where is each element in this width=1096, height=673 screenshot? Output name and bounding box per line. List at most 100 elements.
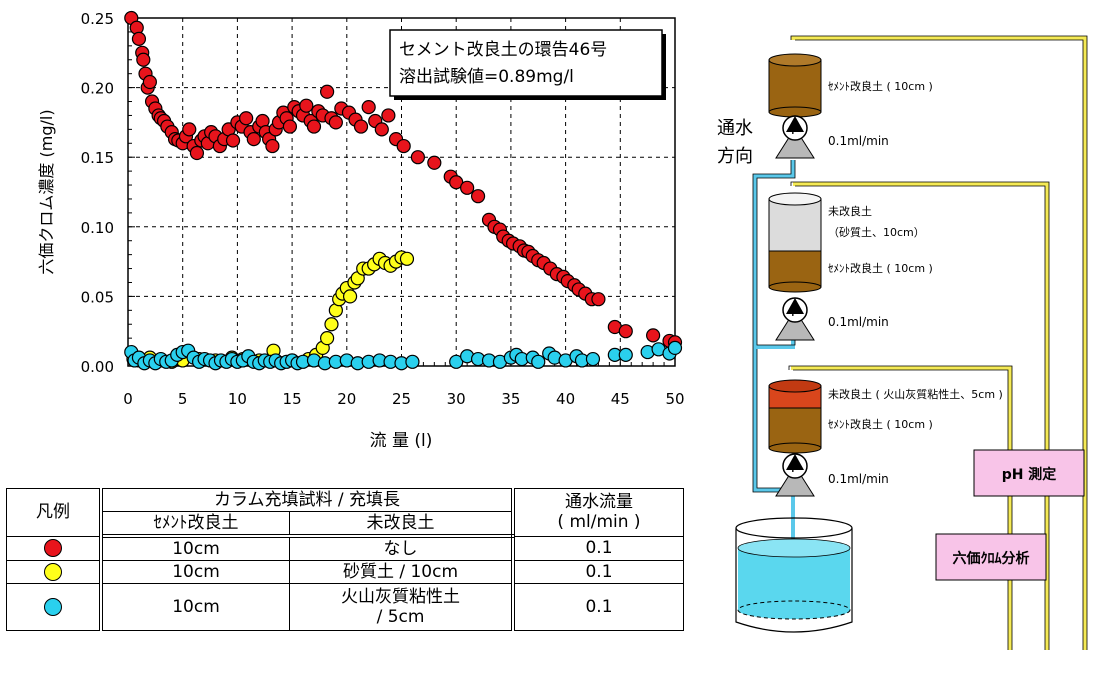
header-flow-line1: 通水流量 (565, 492, 633, 513)
x-tick-label: 35 (501, 390, 520, 408)
row3-unimproved-line2: / 5cm (376, 607, 425, 627)
pump-1-rate: 0.1ml/min (828, 134, 889, 148)
data-point-series-1 (460, 180, 475, 195)
data-point-series-1 (225, 133, 241, 148)
y-tick-label: 0.15 (81, 149, 114, 167)
data-point-series-1 (136, 52, 151, 67)
data-point-series-2 (342, 289, 358, 304)
data-point-series-1 (646, 328, 661, 343)
x-tick-label: 45 (611, 390, 630, 408)
data-point-series-1 (470, 189, 486, 204)
data-point-series-1 (320, 84, 335, 99)
x-tick-label: 20 (337, 390, 356, 408)
x-axis-label: 流 量 (l) (370, 431, 433, 451)
header-sample: カラム充填試料 / 充填長 (100, 488, 515, 512)
x-tick-label: 15 (283, 390, 302, 408)
cyan-dot-icon (44, 598, 62, 616)
pump-1: P 0.1ml/min (775, 115, 889, 159)
row2-cement: 10cm (100, 560, 290, 584)
annotation-box: セメント改良土の環告46号 溶出試験値=0.89mg/l (389, 29, 666, 100)
legend-table: 凡例 カラム充填試料 / 充填長 通水流量( ml/min ) ｾﾒﾝﾄ改良土 … (6, 488, 684, 631)
data-point-series-3 (618, 347, 633, 362)
pump-2-rate: 0.1ml/min (828, 315, 889, 329)
cr-box-label: 六価ｸﾛﾑ分析 (953, 550, 1030, 567)
data-point-series-2 (399, 251, 415, 266)
ph-box-label: pH 測定 (1002, 466, 1057, 483)
row2-flow: 0.1 (512, 560, 684, 584)
data-point-series-3 (405, 354, 420, 369)
data-point-series-1 (353, 119, 369, 134)
data-point-series-1 (449, 175, 464, 190)
data-point-series-3 (449, 354, 464, 369)
header-flow: 通水流量( ml/min ) (512, 488, 684, 537)
row3-flow: 0.1 (512, 583, 684, 631)
axis-ticks: 0 5 10 15 20 25 30 35 40 45 50 0.00 0.05 0.10 0.15 0.20… (81, 10, 685, 408)
data-point-series-1 (306, 119, 322, 134)
y-tick-label: 0.00 (81, 358, 114, 376)
annotation-line1: セメント改良土の環告46号 (399, 40, 607, 60)
y-tick-label: 0.20 (81, 80, 114, 98)
col1-label: ｾﾒﾝﾄ改良土 ( 10cm ) (828, 79, 933, 93)
red-dot-icon (44, 539, 62, 558)
row1-cement: 10cm (100, 535, 290, 561)
annotation-line2: 溶出試験値=0.89mg/l (399, 67, 574, 87)
data-point-series-1 (410, 150, 426, 165)
pump-2: P 0.1ml/min (775, 297, 889, 341)
row3-unimproved-line1: 火山灰質粘性土 (341, 587, 460, 607)
table-row: 10cm 火山灰質粘性土/ 5cm 0.1 (6, 583, 684, 631)
header-flow-line2: ( ml/min ) (557, 512, 641, 533)
header-legend: 凡例 (6, 488, 103, 537)
col3-bottom-label: ｾﾒﾝﾄ改良土 ( 10cm ) (828, 417, 933, 431)
subheader-cement: ｾﾒﾝﾄ改良土 (100, 511, 290, 538)
data-point-series-3 (531, 354, 546, 369)
data-point-series-2 (320, 331, 335, 346)
y-axis-label: 六価クロム濃度 (mg/l) (37, 109, 56, 274)
data-point-series-1 (265, 138, 280, 154)
data-point-series-1 (618, 324, 633, 339)
ph-measure-box: pH 測定 (973, 449, 1085, 497)
y-tick-label: 0.05 (81, 288, 114, 306)
x-tick-label: 10 (228, 390, 247, 408)
chromium-analysis-box: 六価ｸﾛﾑ分析 (935, 533, 1047, 581)
subheader-unimproved: 未改良土 (289, 511, 515, 538)
row3-cement: 10cm (100, 583, 290, 631)
data-point-series-3 (585, 351, 601, 367)
row1-flow: 0.1 (512, 535, 684, 561)
data-point-series-1 (182, 122, 197, 137)
data-point-series-2 (324, 317, 339, 332)
data-point-series-1 (282, 119, 298, 134)
legend-marker-cyan (6, 583, 103, 631)
water-tank (735, 517, 853, 633)
x-tick-label: 5 (178, 390, 188, 408)
x-tick-label: 40 (556, 390, 575, 408)
legend-marker-yellow (6, 560, 103, 584)
column-test-diagram: ｾﾒﾝﾄ改良土 ( 10cm ) P 0.1ml/min 通水 方向 未改良土 … (717, 35, 1088, 650)
column-3: 未改良土 ( 火山灰質粘性土、5cm ) ｾﾒﾝﾄ改良土 ( 10cm ) (768, 379, 1003, 454)
pump-3: P 0.1ml/min (775, 453, 889, 497)
x-tick-label: 25 (392, 390, 411, 408)
pump-3-rate: 0.1ml/min (828, 472, 889, 486)
data-point-series-1 (246, 132, 261, 147)
column-1: ｾﾒﾝﾄ改良土 ( 10cm ) (768, 53, 933, 118)
legend-marker-red (6, 535, 103, 561)
row3-unimproved: 火山灰質粘性土/ 5cm (289, 583, 515, 631)
column-2: 未改良土 （砂質土、10cm） ｾﾒﾝﾄ改良土 ( 10cm ) (768, 192, 933, 293)
x-tick-label: 30 (447, 390, 466, 408)
data-point-series-1 (131, 31, 147, 46)
y-tick-label: 0.10 (81, 219, 114, 237)
flow-direction-2: 方向 (717, 146, 753, 167)
table-row: 10cm 砂質土 / 10cm 0.1 (6, 560, 684, 584)
col3-top-label: 未改良土 ( 火山灰質粘性土、5cm ) (828, 387, 1003, 401)
data-point-series-1 (239, 111, 254, 126)
data-points (124, 10, 683, 371)
data-point-series-1 (142, 74, 157, 90)
data-point-series-1 (396, 138, 411, 154)
row2-unimproved: 砂質土 / 10cm (289, 560, 515, 584)
data-point-series-1 (361, 99, 376, 115)
data-point-series-3 (667, 340, 683, 356)
x-tick-label: 50 (665, 390, 684, 408)
flow-direction-1: 通水 (717, 118, 753, 139)
data-point-series-1 (328, 115, 343, 130)
x-tick-label: 0 (123, 390, 133, 408)
